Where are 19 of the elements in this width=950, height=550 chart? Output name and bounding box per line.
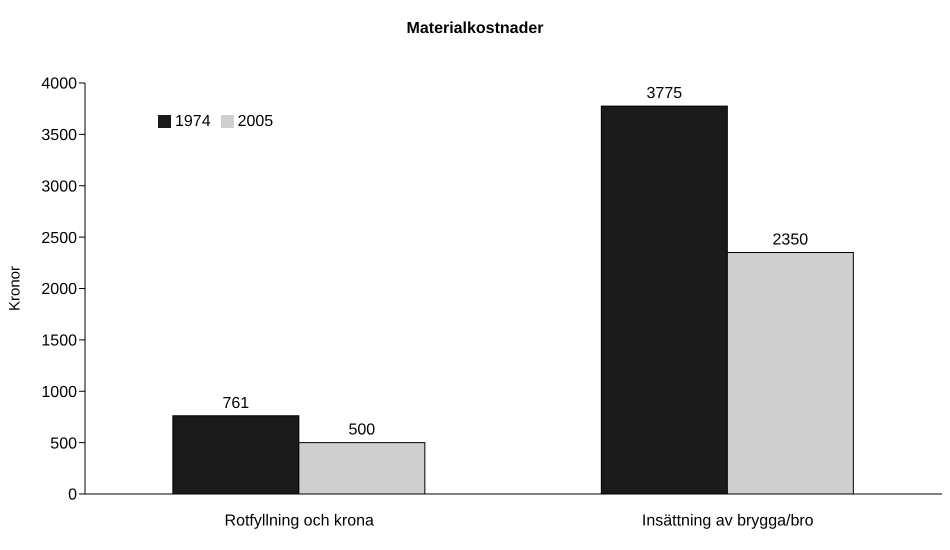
- y-tick-label: 1500: [41, 332, 78, 350]
- legend-label: 2005: [238, 113, 274, 130]
- y-tick-label: 3500: [41, 127, 78, 144]
- x-tick-label: Insättning av brygga/bro: [642, 512, 814, 530]
- y-tick-label: 1000: [41, 384, 78, 401]
- data-label: 761: [222, 394, 250, 412]
- legend-label: 1974: [175, 113, 211, 130]
- chart-title: Materialkostnader: [406, 20, 544, 38]
- y-tick-label: 2500: [41, 230, 78, 247]
- y-tick-label: 0: [68, 486, 78, 504]
- data-label: 2350: [772, 232, 808, 249]
- y-tick-label: 2000: [41, 281, 78, 298]
- y-tick-label: 4000: [41, 76, 78, 93]
- x-tick-label: Rotfyllning och krona: [224, 512, 374, 530]
- data-label: 500: [348, 422, 376, 439]
- y-tick-label: 3000: [41, 178, 78, 196]
- y-axis-title: Kronor: [6, 266, 24, 312]
- data-label: 3775: [646, 85, 682, 102]
- y-tick-label: 500: [50, 435, 78, 452]
